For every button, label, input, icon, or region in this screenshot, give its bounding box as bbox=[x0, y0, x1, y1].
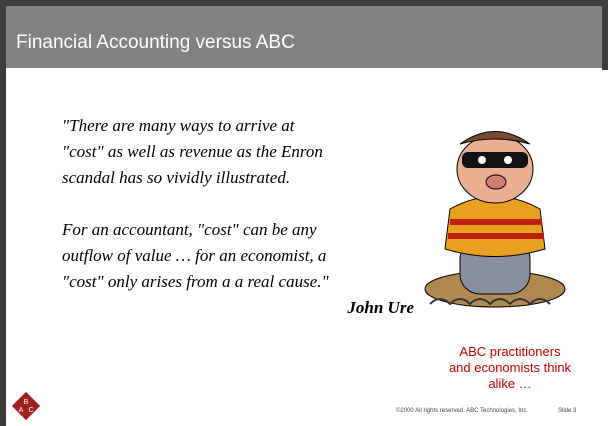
quote-line: outflow of value … for an economist, a bbox=[62, 246, 327, 265]
svg-text:B: B bbox=[24, 399, 29, 406]
slide-title: Financial Accounting versus ABC bbox=[16, 32, 295, 53]
logo: B A C bbox=[12, 392, 40, 420]
caption-line: and economists think bbox=[448, 360, 572, 375]
quote-line: "cost" only arises from a a real cause." bbox=[62, 272, 329, 291]
quote-line: scandal has so vividly illustrated. bbox=[62, 168, 291, 187]
title-bar: Financial Accounting versus ABC bbox=[6, 6, 602, 70]
svg-text:C: C bbox=[28, 407, 33, 414]
caption-line: alike … bbox=[488, 376, 532, 391]
quote-author: John Ure bbox=[347, 298, 414, 317]
cartoon bbox=[424, 131, 566, 308]
copyright: ©2000 All rights reserved. ABC Technolog… bbox=[396, 408, 529, 414]
content: John Ure B A C ©2000 All rights reserved… bbox=[6, 70, 608, 426]
svg-text:A: A bbox=[19, 407, 24, 414]
quote-line: "cost" as well as revenue as the Enron bbox=[62, 142, 323, 161]
quote-line: "There are many ways to arrive at bbox=[62, 116, 295, 135]
slide-number: Slide 3 bbox=[558, 408, 577, 414]
quote-line: For an accountant, "cost" can be any bbox=[62, 220, 317, 239]
caption-line: ABC practitioners bbox=[459, 344, 561, 359]
